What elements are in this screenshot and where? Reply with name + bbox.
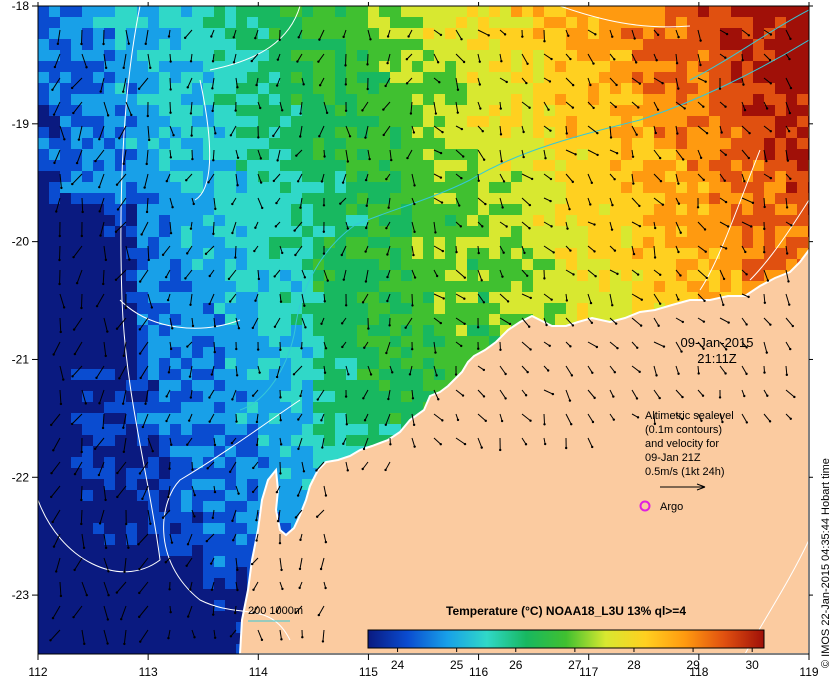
lat-tick-label: -20 — [12, 235, 30, 249]
lon-tick-label: 119 — [799, 665, 818, 679]
lat-tick-label: -21 — [12, 352, 30, 366]
reference-arrow-icon — [660, 483, 706, 491]
lat-tick-label: -23 — [12, 588, 30, 602]
colorbar-tick-label: 30 — [745, 658, 759, 672]
lat-tick-label: -19 — [12, 117, 30, 131]
colorbar-ticks: 24 25 26 27 28 29 30 — [391, 648, 759, 672]
velocity-arrows — [49, 29, 796, 646]
legend-line: and velocity for — [645, 438, 719, 450]
overlay-date: 09-Jan-2015 — [681, 335, 754, 350]
argo-label: Argo — [660, 501, 683, 513]
isobath-lines — [239, 9, 809, 411]
side-credit: © IMOS 22-Jan-2015 04:35:44 Hobart time — [820, 458, 832, 668]
colorbar-tick-label: 29 — [686, 658, 700, 672]
lat-tick-label: -22 — [12, 470, 30, 484]
colorbar-tick-label: 27 — [568, 658, 582, 672]
lon-tick-label: 112 — [28, 665, 47, 679]
lat-tick-label: -18 — [12, 0, 30, 13]
lon-tick-label: 115 — [359, 665, 378, 679]
colorbar-tick-label: 25 — [450, 658, 464, 672]
colorbar-tick-label: 28 — [627, 658, 641, 672]
lon-tick-label: 113 — [139, 665, 158, 679]
overlay-time: 21:11Z — [697, 351, 737, 366]
land-mass — [238, 248, 809, 654]
argo-marker-icon — [639, 500, 651, 512]
map-panel — [38, 6, 809, 654]
longitude-axis: 112 113 114 115 116 117 118 119 — [28, 2, 819, 679]
lon-tick-label: 114 — [249, 665, 268, 679]
altimetry-legend: Altimetric sealevel (0.1m contours) and … — [639, 410, 734, 513]
isobath-legend: 200 1000m — [248, 605, 303, 622]
legend-line: 09-Jan 21Z — [645, 452, 701, 464]
colorbar-ramp — [367, 629, 765, 649]
legend-line: (0.1m contours) — [645, 424, 722, 436]
legend-line: Altimetric sealevel — [645, 410, 734, 422]
map-border — [37, 5, 810, 655]
temperature-colorbar: Temperature (°C) NOAA18_L3U 13% ql>=4 24… — [367, 604, 765, 672]
colorbar-title: Temperature (°C) NOAA18_L3U 13% ql>=4 — [446, 604, 686, 618]
latitude-axis: -18 -19 -20 -21 -22 -23 — [12, 0, 813, 602]
lon-tick-label: 117 — [579, 665, 598, 679]
colorbar-tick-label: 26 — [509, 658, 523, 672]
isobath-label: 200 1000m — [248, 605, 303, 617]
lon-tick-label: 118 — [689, 665, 708, 679]
colorbar-tick-label: 24 — [391, 658, 405, 672]
legend-line: 0.5m/s (1kt 24h) — [645, 466, 724, 478]
lon-tick-label: 116 — [469, 665, 488, 679]
